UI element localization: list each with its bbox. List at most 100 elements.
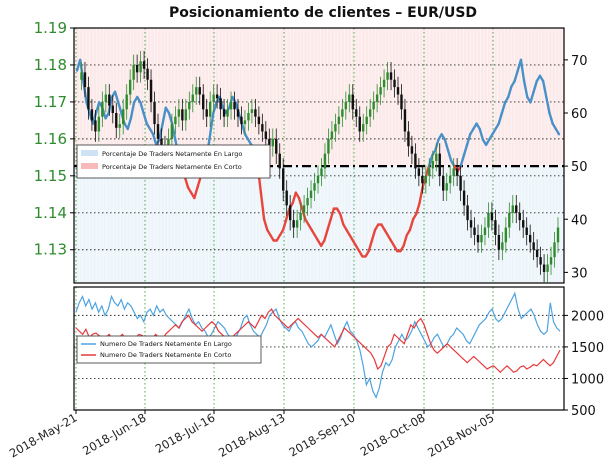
candle-body	[271, 138, 274, 147]
candle-body	[396, 87, 400, 95]
candle-body	[431, 161, 434, 169]
pct-tick-label: 30	[571, 266, 588, 281]
sentiment-segment	[240, 122, 247, 136]
candle-body	[240, 116, 243, 125]
candle-body	[226, 109, 229, 117]
count-axis-ticks: 500 1000 1500 2000	[564, 309, 604, 419]
candle-body	[504, 227, 508, 243]
candle-body	[316, 175, 320, 184]
legend-swatch-short-pct	[81, 163, 98, 169]
candle-body	[490, 212, 494, 221]
sentiment-segment	[459, 154, 466, 168]
candle-body	[195, 87, 198, 95]
candle-body	[535, 249, 539, 258]
candle-body	[459, 175, 462, 191]
candle-body	[528, 234, 532, 243]
count-tick-label: 1000	[571, 372, 604, 387]
price-tick-label: 1.16	[34, 130, 67, 148]
legend-swatch-long-pct	[81, 150, 98, 156]
sentiment-segment	[94, 101, 101, 115]
count-series-line	[75, 308, 561, 374]
candle-body	[414, 153, 417, 169]
candle-body	[257, 116, 261, 125]
candle-body	[497, 234, 501, 250]
candle-body	[160, 138, 163, 147]
candle-body	[386, 72, 389, 80]
sentiment-segment	[196, 175, 202, 189]
candle-body	[348, 94, 351, 102]
candle-body	[403, 109, 407, 132]
candle-body	[288, 205, 292, 221]
price-tick-label: 1.13	[34, 241, 67, 259]
sentiment-segment	[500, 101, 507, 115]
candle-body	[487, 212, 490, 228]
sentiment-segment	[259, 191, 266, 221]
price-tick-label: 1.18	[34, 56, 67, 74]
candle-body	[438, 153, 441, 176]
candle-body	[337, 116, 341, 125]
candle-body	[501, 242, 504, 250]
candle-body	[146, 68, 149, 80]
candle-body	[125, 94, 128, 110]
sentiment-segment	[142, 111, 148, 125]
candle-body	[375, 94, 379, 102]
sentiment-segment	[415, 202, 421, 216]
sentiment-segment	[545, 95, 551, 115]
price-tick-label: 1.19	[34, 19, 67, 37]
candle-body	[208, 101, 212, 117]
date-tick-label: 2018-May-21	[7, 410, 80, 460]
candle-body	[292, 220, 295, 228]
sentiment-segment	[529, 90, 535, 104]
candle-body	[153, 101, 156, 125]
candle-body	[455, 168, 459, 176]
price-panel-frame	[73, 27, 565, 284]
sentiment-segment	[465, 133, 472, 147]
sentiment-segment	[285, 207, 291, 221]
candle-body	[295, 220, 299, 228]
date-axis-ticks: 2018-May-21 2018-Jun-18 2018-Jul-162018-Au…	[7, 410, 497, 460]
sentiment-segment	[443, 138, 450, 152]
sentiment-segment	[424, 164, 431, 178]
candle-body	[410, 146, 414, 154]
candle-body	[483, 227, 487, 235]
date-tick-label: 2018-Nov-05	[425, 410, 496, 459]
candle-body	[476, 234, 480, 243]
candle-body	[222, 109, 226, 117]
sentiment-segment	[139, 101, 145, 115]
sentiment-segment	[522, 79, 529, 99]
candle-body	[334, 124, 337, 132]
count-lines	[75, 291, 561, 399]
candle-body	[382, 79, 386, 88]
count-series-line	[75, 291, 561, 399]
price-panel: 1.131.141.151.161.171.181.19 3040506070 …	[34, 19, 588, 284]
candle-body	[424, 175, 428, 184]
candle-body	[170, 124, 174, 139]
candle-body	[250, 109, 254, 113]
date-tick-label: 2018-Jul-16	[153, 410, 218, 455]
candle-body	[389, 72, 393, 80]
candle-body	[362, 124, 365, 132]
candle-body	[177, 109, 181, 117]
price-legend: Porcentaje De Traders Netamente En Largo…	[76, 144, 271, 179]
sentiment-segment	[291, 191, 298, 205]
candle-body	[351, 94, 354, 110]
candle-body	[539, 257, 542, 265]
candle-body	[184, 109, 188, 121]
sentiment-segment	[370, 228, 377, 242]
candle-body	[469, 220, 473, 228]
candle-body	[247, 113, 250, 121]
sentiment-segment	[446, 148, 453, 163]
sentiment-segment	[193, 186, 199, 200]
candle-body	[473, 227, 476, 235]
candle-body	[282, 168, 285, 191]
candle-body	[462, 190, 466, 206]
candle-body	[278, 153, 281, 169]
price-axis-ticks: 1.13 1.14 1.15 1.16 1.17 1.18 1.19	[34, 19, 74, 259]
candle-body	[448, 175, 452, 184]
pct-tick-label: 50	[571, 160, 588, 175]
sentiment-segment	[462, 143, 469, 157]
candle-body	[285, 190, 288, 206]
candle-body	[205, 109, 208, 117]
candle-body	[229, 101, 233, 110]
